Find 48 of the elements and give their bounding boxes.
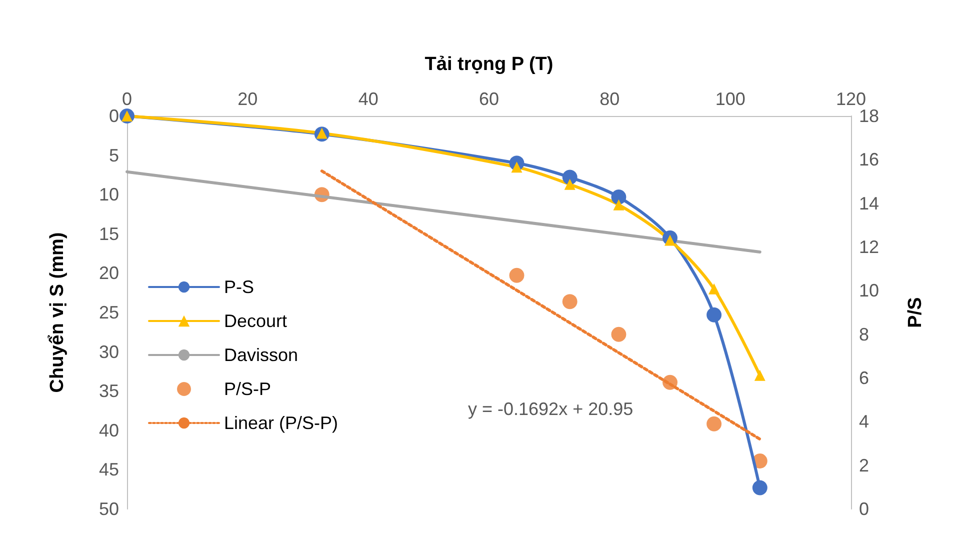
point (564, 178, 576, 190)
y-tick-label: 0 (108, 106, 119, 126)
x-tick-label: 80 (600, 89, 620, 109)
y2-tick-label: 2 (859, 455, 870, 476)
y-tick-label: 10 (98, 184, 119, 205)
y2-tick-label: 18 (859, 106, 880, 126)
point (752, 480, 768, 496)
point (611, 326, 626, 342)
y-tick-label: 20 (98, 263, 119, 284)
point (754, 370, 766, 381)
x-tick-label: 60 (478, 89, 500, 109)
point (562, 294, 578, 310)
point (613, 199, 624, 210)
annotation: y = -0.1692x + 20.95 (468, 399, 634, 419)
legend-label: Decourt (224, 311, 288, 331)
legend-label: Davisson (224, 345, 298, 365)
point (611, 189, 626, 204)
legend-label: Linear (P/S-P) (224, 413, 338, 433)
y2-tick-label: 14 (859, 193, 880, 214)
y-tick-label: 50 (98, 499, 119, 519)
y2-axis-title: P/S (905, 297, 926, 328)
point (706, 307, 722, 322)
y-tick-label: 40 (98, 420, 119, 440)
legend-label: P-S (224, 277, 254, 297)
y-tick-label: 30 (98, 342, 119, 362)
y2-tick-label: 0 (859, 499, 870, 519)
y-tick-label: 25 (98, 302, 119, 322)
point (706, 416, 722, 432)
y2-tick-label: 16 (859, 150, 880, 170)
y-tick-label: 15 (98, 224, 119, 244)
y2-tick-label: 4 (859, 412, 870, 432)
y-tick-label: 5 (108, 145, 119, 166)
y-axis-title: Chuyển vị S (mm) (47, 232, 68, 393)
point (708, 283, 720, 294)
x-tick-label: 20 (238, 89, 258, 109)
x-tick-label: 40 (358, 89, 378, 109)
y-tick-label: 35 (98, 381, 119, 402)
point (509, 268, 524, 283)
y2-tick-label: 12 (859, 237, 880, 257)
x-axis-title: Tải trọng P (T) (424, 54, 554, 75)
x-tick-label: 100 (715, 89, 746, 109)
x-tick-label: 0 (122, 89, 132, 109)
x-tick-label: 120 (836, 89, 866, 109)
legend-label: P/S-P (224, 379, 272, 399)
y2-tick-label: 10 (859, 280, 880, 301)
y2-tick-label: 8 (859, 324, 870, 344)
y-tick-label: 45 (98, 460, 119, 480)
y2-tick-label: 6 (859, 368, 870, 388)
